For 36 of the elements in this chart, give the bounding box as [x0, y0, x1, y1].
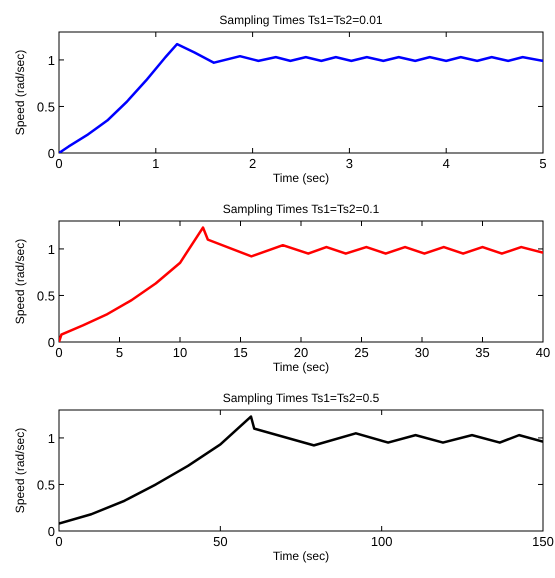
x-tick-label: 40 [536, 345, 550, 360]
x-tick-label: 4 [442, 156, 450, 171]
y-axis-title: Speed (rad/sec) [13, 238, 27, 324]
x-axis-title: Time (sec) [272, 549, 330, 563]
x-tick-label: 5 [539, 156, 547, 171]
y-axis-title: Speed (rad/sec) [13, 428, 27, 514]
y-tick-label: 0.5 [36, 99, 55, 114]
x-tick-label: 100 [370, 534, 393, 549]
y-tick-label: 0.5 [36, 288, 55, 304]
chart-title: Sampling Times Ts1=Ts2=0.1 [222, 202, 380, 216]
y-tick-label: 1 [48, 430, 55, 446]
x-tick-label: 35 [475, 345, 490, 360]
x-tick-label: 25 [354, 345, 369, 360]
y-tick-label: 0.5 [36, 477, 55, 492]
y-tick-label: 1 [48, 242, 55, 257]
x-tick-label: 15 [233, 345, 248, 360]
y-axis-title: Speed (rad/sec) [13, 50, 27, 136]
x-axis-title: Time (sec) [272, 171, 330, 185]
x-tick-label: 5 [116, 345, 124, 360]
chart-title: Sampling Times Ts1=Ts2=0.01 [219, 13, 383, 27]
y-tick-label: 0 [48, 146, 55, 161]
line-series [59, 226, 543, 342]
x-tick-label: 2 [248, 156, 256, 171]
x-tick-label: 50 [213, 534, 228, 549]
x-tick-label: 20 [294, 345, 308, 360]
y-tick-label: 1 [48, 52, 55, 68]
y-tick-label: 0 [48, 524, 55, 539]
x-axis-title: Time (sec) [272, 360, 330, 374]
x-tick-label: 30 [414, 345, 430, 360]
line-series [59, 42, 543, 153]
chart-title: Sampling Times Ts1=Ts2=0.5 [222, 391, 380, 405]
y-tick-label: 0 [48, 335, 55, 350]
x-tick-label: 3 [346, 156, 354, 171]
x-tick-label: 10 [172, 345, 188, 360]
x-tick-label: 150 [532, 534, 554, 549]
x-tick-label: 1 [152, 156, 160, 171]
